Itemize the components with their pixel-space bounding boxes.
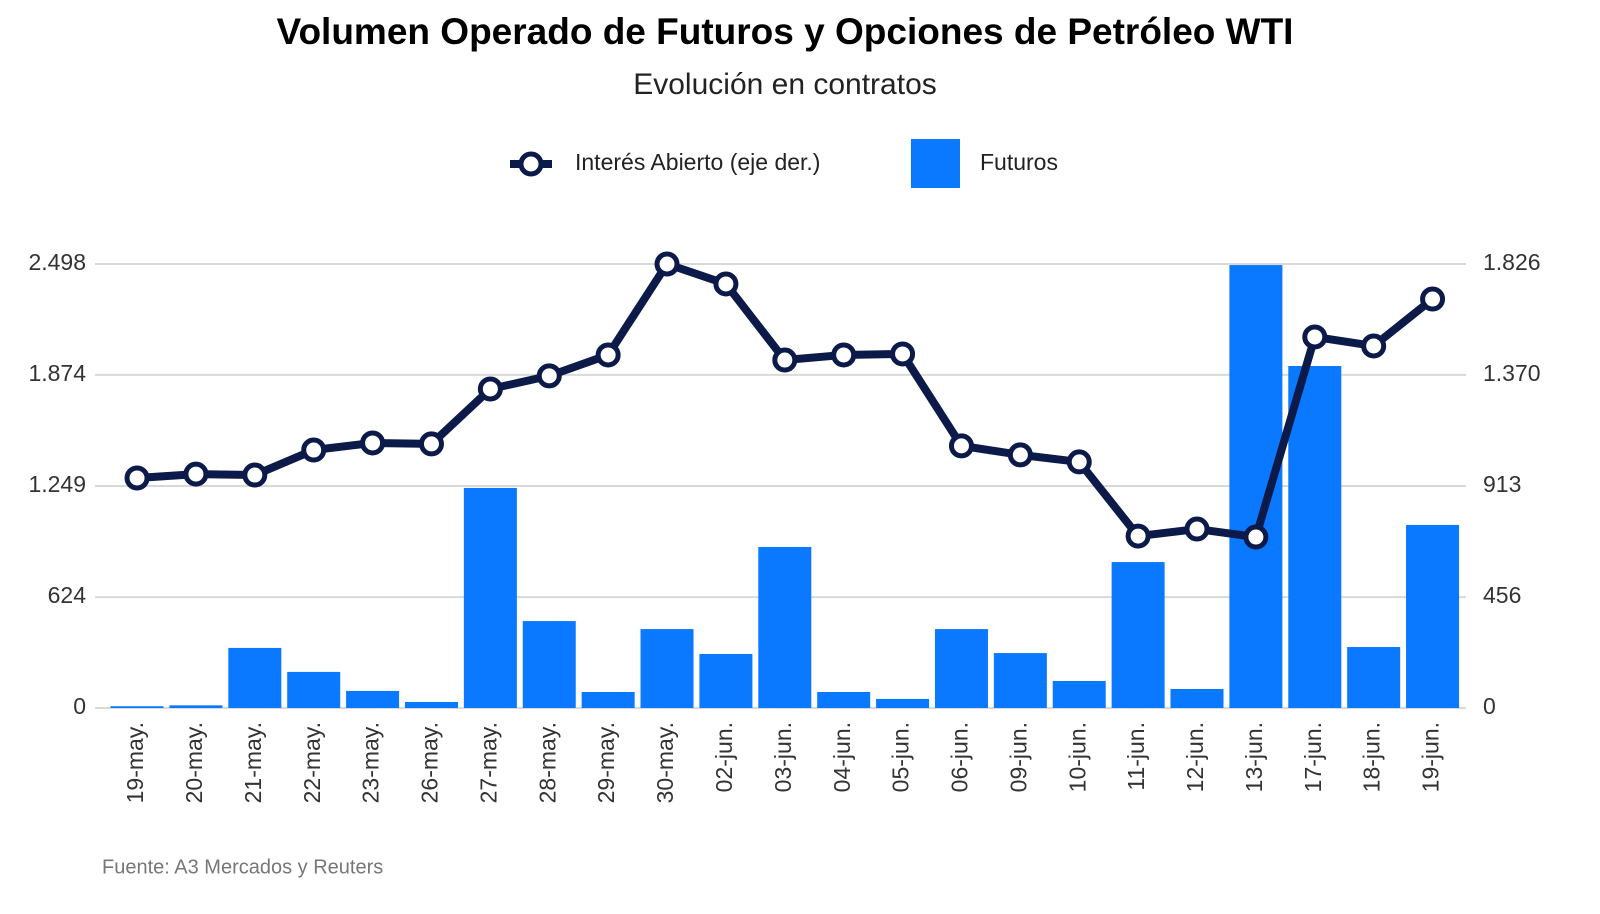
- y2-tick-label: 1.370: [1483, 360, 1541, 386]
- source: Fuente: A3 Mercados y Reuters: [102, 856, 383, 878]
- x-tick-label: 05-jun.: [888, 722, 914, 792]
- bar: [110, 706, 164, 708]
- line-point: [242, 462, 268, 488]
- x-tick-label: 19-may.: [122, 722, 148, 803]
- x-tick-label: 18-jun.: [1359, 722, 1385, 792]
- bar: [934, 629, 988, 708]
- x-tick-label: 23-may.: [358, 722, 384, 803]
- line-point: [654, 251, 680, 277]
- line-point: [1066, 449, 1092, 475]
- bar: [287, 671, 341, 708]
- x-tick-label: 29-may.: [593, 722, 619, 803]
- x-tick-label: 20-may.: [181, 722, 207, 803]
- y2-tick-label: 913: [1483, 471, 1521, 497]
- line-point: [418, 431, 444, 457]
- legend-label: Futuros: [980, 149, 1058, 175]
- bar: [876, 698, 930, 708]
- line-point: [1420, 286, 1446, 312]
- x-tick-label: 10-jun.: [1064, 722, 1090, 792]
- y-tick-label: 624: [48, 582, 87, 608]
- line-point: [477, 376, 503, 402]
- x-tick-label: 19-jun.: [1418, 722, 1444, 792]
- x-tick-label: 11-jun.: [1123, 722, 1149, 791]
- line-point: [1302, 324, 1328, 350]
- y-tick-label: 0: [73, 693, 86, 719]
- y2-tick-label: 456: [1483, 582, 1521, 608]
- x-tick-label: 13-jun.: [1241, 722, 1267, 792]
- bar: [993, 653, 1047, 708]
- y2-tick-label: 1.826: [1483, 249, 1541, 275]
- bar: [463, 487, 517, 708]
- legend-swatch: [518, 151, 544, 177]
- line-point: [1007, 442, 1033, 468]
- x-tick-label: 04-jun.: [829, 722, 855, 792]
- bar: [1347, 647, 1401, 708]
- x-tick-label: 02-jun.: [711, 722, 737, 792]
- y2-tick-label: 0: [1483, 693, 1496, 719]
- bar: [699, 653, 753, 708]
- x-tick-label: 28-may.: [534, 722, 560, 803]
- y-tick-label: 1.249: [28, 471, 86, 497]
- line-point: [1243, 524, 1269, 550]
- x-tick-label: 27-may.: [475, 722, 501, 803]
- x-tick-label: 03-jun.: [770, 722, 796, 792]
- y-tick-label: 1.874: [28, 360, 86, 386]
- legend-label: Interés Abierto (eje der.): [575, 149, 820, 175]
- y-tick-label: 2.498: [28, 249, 86, 275]
- x-tick-label: 06-jun.: [947, 722, 973, 792]
- bar: [1406, 524, 1460, 708]
- bar: [1052, 680, 1106, 708]
- bar: [581, 692, 635, 708]
- line-point: [595, 342, 621, 368]
- x-tick-label: 17-jun.: [1300, 722, 1326, 792]
- chart-subtitle: Evolución en contratos: [633, 68, 937, 101]
- x-tick-label: 30-may.: [652, 722, 678, 803]
- line-point: [1184, 516, 1210, 542]
- line-point: [1361, 333, 1387, 359]
- x-tick-label: 26-may.: [417, 722, 443, 803]
- line-point: [360, 430, 386, 456]
- bar: [522, 621, 576, 708]
- line-point: [713, 271, 739, 297]
- line-point: [536, 363, 562, 389]
- line-point: [1125, 523, 1151, 549]
- bar: [1288, 366, 1342, 708]
- line-point: [183, 461, 209, 487]
- line-point: [772, 347, 798, 373]
- legend-swatch: [911, 139, 960, 188]
- line-point: [890, 341, 916, 367]
- line-point: [301, 437, 327, 463]
- bar: [404, 701, 458, 708]
- x-tick-label: 09-jun.: [1005, 722, 1031, 792]
- x-tick-label: 22-may.: [299, 722, 325, 803]
- bar: [640, 629, 694, 708]
- chart-title: Volumen Operado de Futuros y Opciones de…: [277, 11, 1294, 52]
- bar: [758, 546, 812, 708]
- bar: [228, 647, 282, 708]
- line-point: [831, 342, 857, 368]
- x-tick-label: 21-may.: [240, 722, 266, 803]
- bar: [1170, 688, 1224, 708]
- bar: [346, 690, 400, 708]
- line-point: [124, 465, 150, 491]
- bar: [1111, 562, 1165, 708]
- bar: [817, 692, 871, 708]
- x-tick-label: 12-jun.: [1182, 722, 1208, 792]
- bar: [169, 705, 223, 708]
- line-point: [948, 433, 974, 459]
